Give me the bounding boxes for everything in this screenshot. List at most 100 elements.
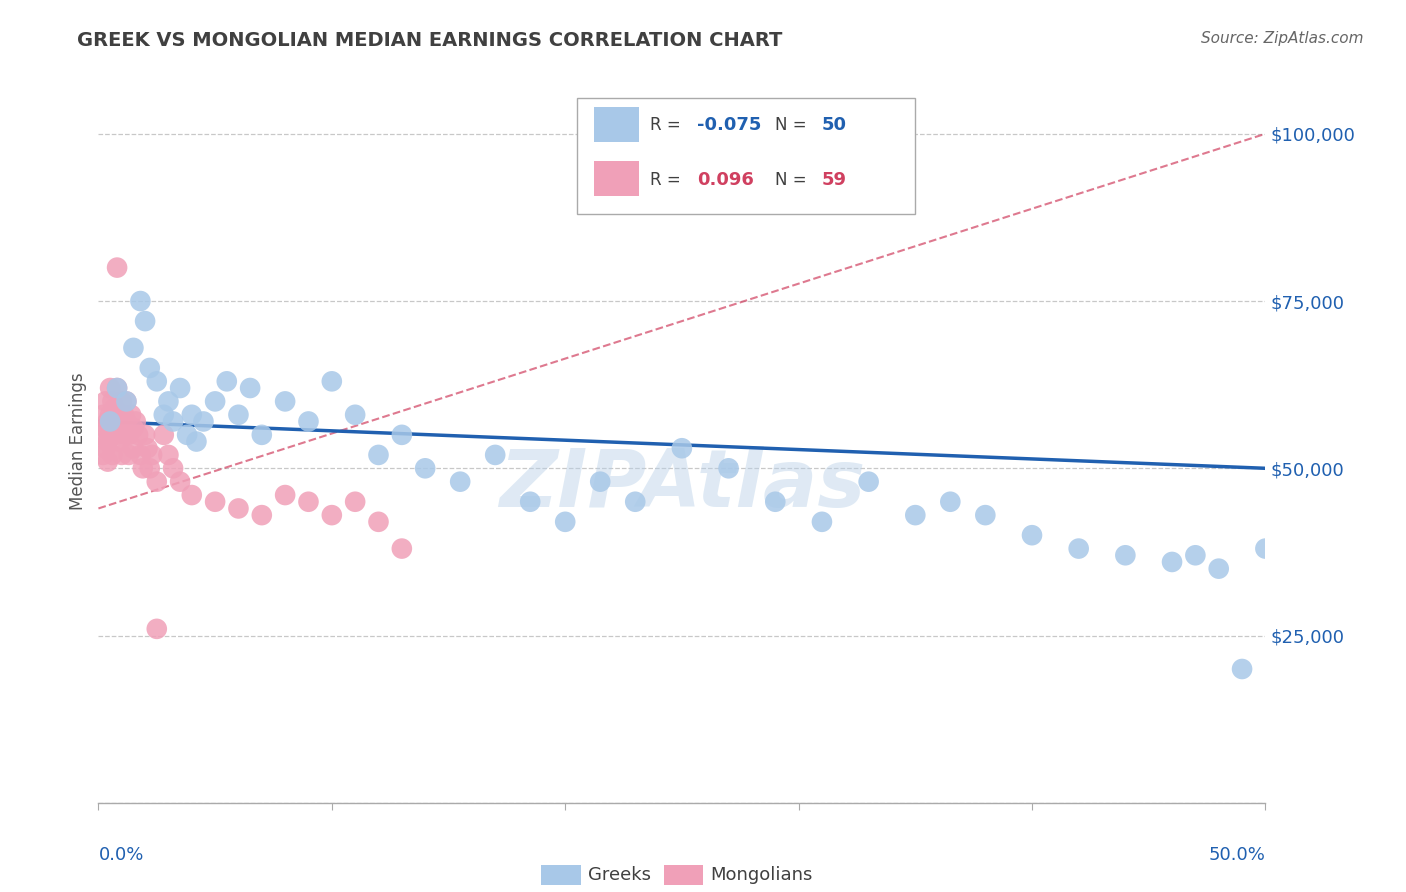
Point: [90, 427, 112, 442]
Point: [101, 394, 124, 409]
Point: [717, 461, 740, 475]
Point: [162, 461, 184, 475]
Point: [250, 508, 273, 523]
Point: [97, 434, 120, 449]
Point: [169, 381, 191, 395]
Point: [115, 394, 138, 409]
Point: [111, 394, 134, 409]
Point: [152, 427, 174, 442]
Point: [98, 381, 121, 395]
Point: [112, 408, 135, 422]
Point: [118, 427, 141, 442]
Point: [115, 394, 138, 409]
Point: [180, 408, 202, 422]
Point: [1254, 541, 1277, 556]
Point: [250, 427, 273, 442]
Point: [112, 427, 135, 442]
Point: [904, 508, 927, 523]
Point: [94, 441, 117, 455]
Point: [101, 448, 124, 462]
Point: [136, 441, 159, 455]
Point: [122, 441, 145, 455]
Point: [169, 475, 191, 489]
FancyBboxPatch shape: [595, 161, 638, 196]
Point: [671, 441, 693, 455]
Point: [98, 427, 121, 442]
Point: [139, 361, 162, 376]
Text: N =: N =: [775, 116, 813, 134]
Point: [413, 461, 436, 475]
Text: R =: R =: [651, 171, 686, 189]
Point: [97, 454, 120, 469]
Point: [1230, 662, 1253, 676]
Point: [344, 408, 367, 422]
Point: [1161, 555, 1184, 569]
Point: [624, 494, 647, 508]
Point: [228, 501, 250, 516]
Point: [193, 414, 215, 428]
Point: [132, 461, 155, 475]
Point: [108, 434, 131, 449]
Point: [367, 515, 389, 529]
Text: Greeks: Greeks: [588, 866, 651, 884]
Point: [118, 448, 141, 462]
Point: [391, 541, 413, 556]
Point: [811, 515, 834, 529]
Point: [111, 448, 134, 462]
Point: [98, 408, 121, 422]
Point: [105, 408, 128, 422]
Point: [274, 488, 297, 502]
Point: [180, 488, 202, 502]
Point: [134, 314, 156, 328]
Point: [215, 375, 238, 389]
Point: [519, 494, 541, 508]
Point: [94, 394, 117, 409]
Point: [91, 408, 114, 422]
Text: R =: R =: [651, 116, 686, 134]
Point: [974, 508, 997, 523]
Point: [141, 448, 163, 462]
Point: [105, 381, 128, 395]
Point: [367, 448, 389, 462]
Point: [321, 375, 343, 389]
Point: [129, 448, 152, 462]
Point: [104, 421, 127, 435]
Point: [344, 494, 367, 508]
Text: GREEK VS MONGOLIAN MEDIAN EARNINGS CORRELATION CHART: GREEK VS MONGOLIAN MEDIAN EARNINGS CORRE…: [77, 31, 783, 50]
Point: [391, 427, 413, 442]
Text: N =: N =: [775, 171, 813, 189]
Point: [125, 414, 148, 428]
Point: [858, 475, 880, 489]
FancyBboxPatch shape: [595, 107, 638, 142]
Point: [321, 508, 343, 523]
Text: Mongolians: Mongolians: [710, 866, 813, 884]
Point: [127, 427, 149, 442]
Text: 50.0%: 50.0%: [1209, 847, 1265, 864]
Point: [139, 461, 162, 475]
Point: [97, 414, 120, 428]
Point: [1184, 548, 1206, 563]
Point: [297, 494, 319, 508]
Point: [274, 394, 297, 409]
Text: 50: 50: [823, 116, 846, 134]
Point: [239, 381, 262, 395]
Point: [129, 293, 152, 308]
Point: [94, 421, 117, 435]
Point: [228, 408, 250, 422]
Point: [204, 394, 226, 409]
Text: 59: 59: [823, 171, 846, 189]
Text: 0.096: 0.096: [697, 171, 754, 189]
Point: [146, 622, 169, 636]
Text: ZIPAtlas: ZIPAtlas: [499, 446, 865, 524]
Point: [115, 414, 138, 428]
Point: [554, 515, 576, 529]
Point: [484, 448, 506, 462]
Point: [152, 408, 174, 422]
Point: [134, 427, 156, 442]
Y-axis label: Median Earnings: Median Earnings: [69, 373, 87, 510]
Point: [122, 421, 145, 435]
Point: [120, 408, 142, 422]
Point: [98, 414, 121, 428]
Text: Source: ZipAtlas.com: Source: ZipAtlas.com: [1201, 31, 1364, 46]
Text: 0.0%: 0.0%: [98, 847, 143, 864]
